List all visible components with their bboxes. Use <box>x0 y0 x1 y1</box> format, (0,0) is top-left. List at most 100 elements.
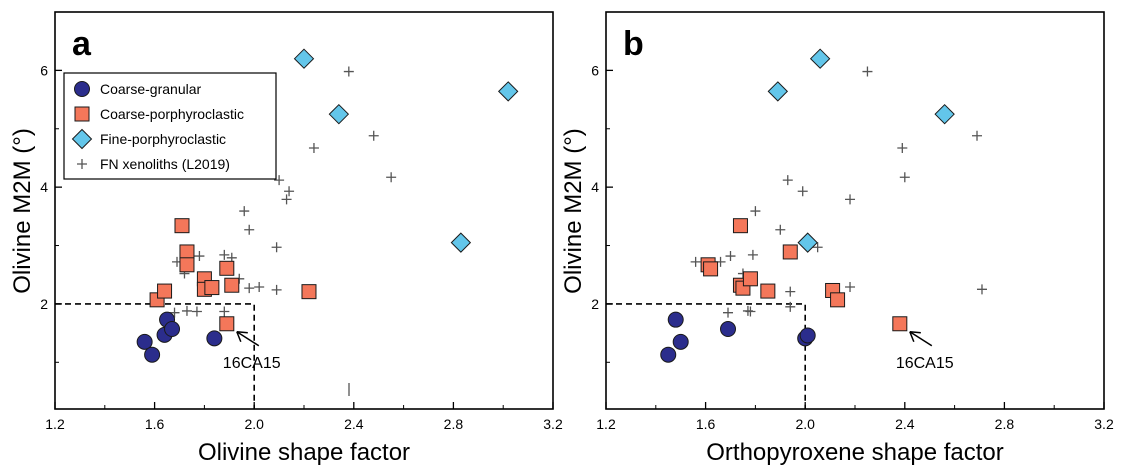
legend-marker-icon <box>71 128 93 150</box>
legend-label: FN xenoliths (L2019) <box>100 156 230 172</box>
threshold-line <box>606 303 806 409</box>
data-point <box>760 283 776 299</box>
series-coarse-granular <box>660 311 816 363</box>
data-point <box>271 242 282 253</box>
data-point <box>723 307 734 318</box>
y-tick-label: 6 <box>40 62 48 78</box>
data-point <box>732 218 748 234</box>
legend: Coarse-granular Coarse-porphyroclastic Fin… <box>63 72 277 180</box>
data-point <box>660 346 677 363</box>
data-point <box>750 206 761 217</box>
data-point <box>308 143 319 154</box>
data-point <box>219 306 230 317</box>
y-axis-title: Olivine M2M (°) <box>560 128 587 294</box>
data-point <box>812 242 823 253</box>
data-point <box>274 175 285 186</box>
data-point <box>785 286 796 297</box>
data-point <box>224 277 240 293</box>
data-point <box>845 281 856 292</box>
x-axis-title: Orthopyroxene shape factor <box>706 439 1004 466</box>
data-point <box>862 66 873 77</box>
annotation-16ca15: 16CA15 <box>223 331 281 372</box>
data-point <box>181 305 192 316</box>
data-point <box>284 186 295 197</box>
panel-label: b <box>623 25 644 63</box>
legend-label: Fine-porphyroclastic <box>100 131 226 147</box>
data-point <box>976 284 987 295</box>
data-point <box>179 257 195 273</box>
x-tick-label: 1.2 <box>596 416 616 432</box>
panel-b: 1.2 1.6 2.0 2.4 2.8 3.2 2 4 6 Orthopyroxene shape… <box>560 11 1114 466</box>
data-point <box>799 327 816 344</box>
y-axis-title: Olivine M2M (°) <box>9 128 36 294</box>
annotation-arrow <box>909 331 933 347</box>
data-point <box>244 224 255 235</box>
x-tick-label: 2.8 <box>444 416 464 432</box>
x-tick-label: 1.2 <box>45 416 65 432</box>
plot-frame <box>54 11 554 410</box>
data-point <box>244 283 255 294</box>
data-point <box>204 280 220 296</box>
x-tick-label: 1.6 <box>696 416 716 432</box>
data-point <box>797 232 818 253</box>
data-point <box>782 175 793 186</box>
data-point <box>368 130 379 141</box>
data-point <box>845 194 856 205</box>
y-tick-label: 4 <box>40 179 48 195</box>
x-tick-label: 2.0 <box>244 416 264 432</box>
data-point <box>174 218 190 234</box>
data-point <box>899 172 910 183</box>
y-tick-label: 2 <box>591 296 599 312</box>
data-point <box>169 307 180 318</box>
x-axis-title: Olivine shape factor <box>198 439 410 466</box>
data-point <box>386 172 397 183</box>
data-point <box>239 206 250 217</box>
data-point <box>897 143 908 154</box>
x-tick-label: 2.4 <box>895 416 915 432</box>
series-coarse-porphyroclastic <box>149 218 317 332</box>
annotation-arrowhead <box>236 331 248 343</box>
data-point <box>281 194 292 205</box>
x-tick-label: 2.0 <box>795 416 815 432</box>
data-point <box>219 249 230 260</box>
data-point <box>892 316 908 332</box>
data-point <box>497 81 519 102</box>
data-point <box>157 283 173 299</box>
data-point <box>742 271 758 287</box>
data-point <box>293 48 315 69</box>
data-point <box>667 311 684 328</box>
legend-marker-icon <box>74 106 90 122</box>
data-point <box>144 346 161 363</box>
data-point <box>254 281 265 292</box>
series-coarse-porphyroclastic <box>700 218 908 332</box>
data-point <box>782 244 798 260</box>
legend-item: Coarse-granular <box>74 81 201 97</box>
data-point <box>191 306 202 317</box>
x-tick-label: 1.6 <box>145 416 165 432</box>
data-point <box>775 224 786 235</box>
data-point <box>972 130 983 141</box>
data-point <box>720 321 737 338</box>
data-point <box>690 256 701 267</box>
data-point <box>745 306 756 317</box>
data-point <box>219 260 235 276</box>
legend-box <box>63 72 277 180</box>
data-point <box>179 244 195 260</box>
series-fn-xenoliths-l2019 <box>169 66 397 318</box>
annotation-16ca15: 16CA15 <box>896 331 954 372</box>
data-point <box>830 292 846 308</box>
data-point <box>934 103 955 125</box>
legend-item: Coarse-porphyroclastic <box>74 106 244 122</box>
data-point <box>164 321 181 338</box>
panel-a: 1.2 1.6 2.0 2.4 2.8 3.2 2 4 6 Olivine shape facto… <box>9 11 563 466</box>
series-fn-xenoliths-l2019 <box>690 66 987 318</box>
legend-marker-icon <box>77 159 87 169</box>
legend-label: Coarse-granular <box>100 81 201 97</box>
x-tick-label: 3.2 <box>543 416 563 432</box>
data-point <box>672 333 689 350</box>
data-point <box>343 66 354 77</box>
series-fine-porphyroclastic <box>767 48 955 253</box>
legend-marker-icon <box>74 81 90 97</box>
x-tick-label: 2.4 <box>344 416 364 432</box>
